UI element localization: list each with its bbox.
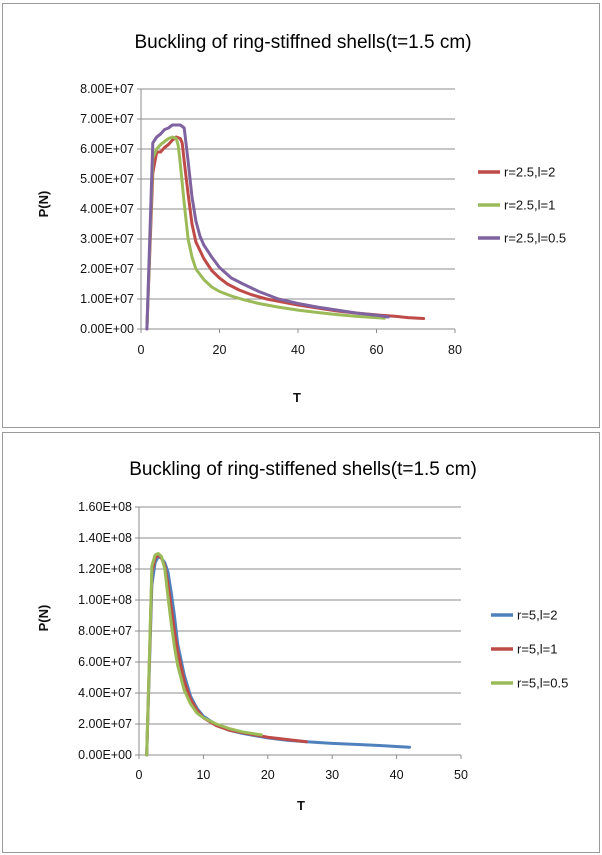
chart-1-y-tick-label: 7.00E+07	[80, 112, 134, 126]
chart-1-x-tick-label: 20	[213, 343, 227, 357]
chart-panel-1: Buckling of ring-stiffned shells(t=1.5 c…	[2, 3, 600, 428]
chart-2-x-tick-label: 50	[454, 768, 468, 782]
legend-label: r=2.5,l=1	[504, 198, 555, 213]
chart-1-y-tick-label: 1.00E+07	[80, 292, 134, 306]
chart-2-x-axis-label: T	[297, 798, 305, 813]
chart-2-title: Buckling of ring-stiffened shells(t=1.5 …	[129, 459, 477, 480]
chart-1-y-tick-label: 3.00E+07	[80, 232, 134, 246]
series-line-r=2.5,l=1	[145, 135, 386, 331]
chart-2-x-tick-label: 0	[136, 768, 143, 782]
chart-2-y-tick-label: 1.20E+08	[78, 562, 132, 576]
chart-2-y-axis-label: P(N)	[36, 605, 51, 632]
chart-1-series-lines	[145, 123, 426, 331]
chart-1-x-tick-label: 80	[448, 343, 462, 357]
chart-2-x-tick-label: 40	[390, 768, 404, 782]
chart-2-y-tick-label: 0.00E+00	[78, 748, 132, 762]
chart-1-y-tick-label: 6.00E+07	[80, 142, 134, 156]
legend-label: r=5,l=1	[517, 642, 557, 657]
chart-1-y-tick-label: 8.00E+07	[80, 82, 134, 96]
chart-1-y-tick-labels: 0.00E+00 1.00E+07 2.00E+07 3.00E+07 4.00E+07…	[80, 82, 134, 336]
chart-2-x-tick-labels: 0 10 20 30 40 50	[136, 768, 468, 782]
chart-2-series-lines	[145, 552, 411, 757]
chart-2-x-tick-label: 20	[261, 768, 275, 782]
chart-1-y-tick-label: 2.00E+07	[80, 262, 134, 276]
chart-2-svg: Buckling of ring-stiffened shells(t=1.5 …	[36, 459, 568, 813]
chart-2-x-tick-label: 10	[196, 768, 210, 782]
legend-label: r=2.5,l=2	[504, 165, 555, 180]
chart-1-legend: r=2.5,l=2 r=2.5,l=1 r=2.5,l=0.5	[478, 165, 566, 246]
legend-label: r=2.5,l=0.5	[504, 231, 566, 246]
chart-1-x-tick-label: 40	[291, 343, 305, 357]
chart-panel-2: Buckling of ring-stiffened shells(t=1.5 …	[2, 432, 600, 853]
chart-1-y-tick-label: 5.00E+07	[80, 172, 134, 186]
chart-2-legend: r=5,l=2 r=5,l=1 r=5,l=0.5	[491, 608, 568, 691]
legend-label: r=5,l=0.5	[517, 676, 568, 691]
chart-1-x-tick-label: 60	[370, 343, 384, 357]
chart-1-x-axis-label: T	[293, 390, 301, 405]
chart-2-y-tick-label: 1.60E+08	[78, 500, 132, 514]
chart-2-x-tick-label: 30	[325, 768, 339, 782]
chart-2-y-tick-label: 1.00E+08	[78, 593, 132, 607]
chart-2-y-tick-label: 8.00E+07	[78, 624, 132, 638]
chart-1-svg: Buckling of ring-stiffned shells(t=1.5 c…	[36, 32, 566, 405]
chart-1-y-tick-label: 0.00E+00	[80, 322, 134, 336]
chart-2-y-tick-label: 6.00E+07	[78, 655, 132, 669]
chart-1-y-axis-label: P(N)	[36, 191, 51, 218]
chart-1-y-tick-label: 4.00E+07	[80, 202, 134, 216]
series-line-r=5,l=0.5	[145, 552, 263, 757]
chart-1-x-tick-label: 0	[138, 343, 145, 357]
chart-1-x-tick-labels: 0 20 40 60 80	[138, 343, 462, 357]
chart-2-y-tick-label: 1.40E+08	[78, 531, 132, 545]
chart-1-axes	[137, 88, 456, 333]
chart-1-title: Buckling of ring-stiffned shells(t=1.5 c…	[134, 32, 471, 53]
chart-2-y-tick-labels: 0.00E+00 2.00E+07 4.00E+07 6.00E+07 8.00E+07…	[78, 500, 132, 762]
chart-2-y-tick-label: 4.00E+07	[78, 686, 132, 700]
series-line-r=2.5,l=0.5	[145, 123, 390, 331]
legend-label: r=5,l=2	[517, 608, 557, 623]
chart-2-axes	[135, 506, 462, 759]
series-line-r=5,l=2	[145, 555, 411, 757]
chart-2-y-tick-label: 2.00E+07	[78, 717, 132, 731]
chart-2-gridlines	[139, 506, 461, 725]
